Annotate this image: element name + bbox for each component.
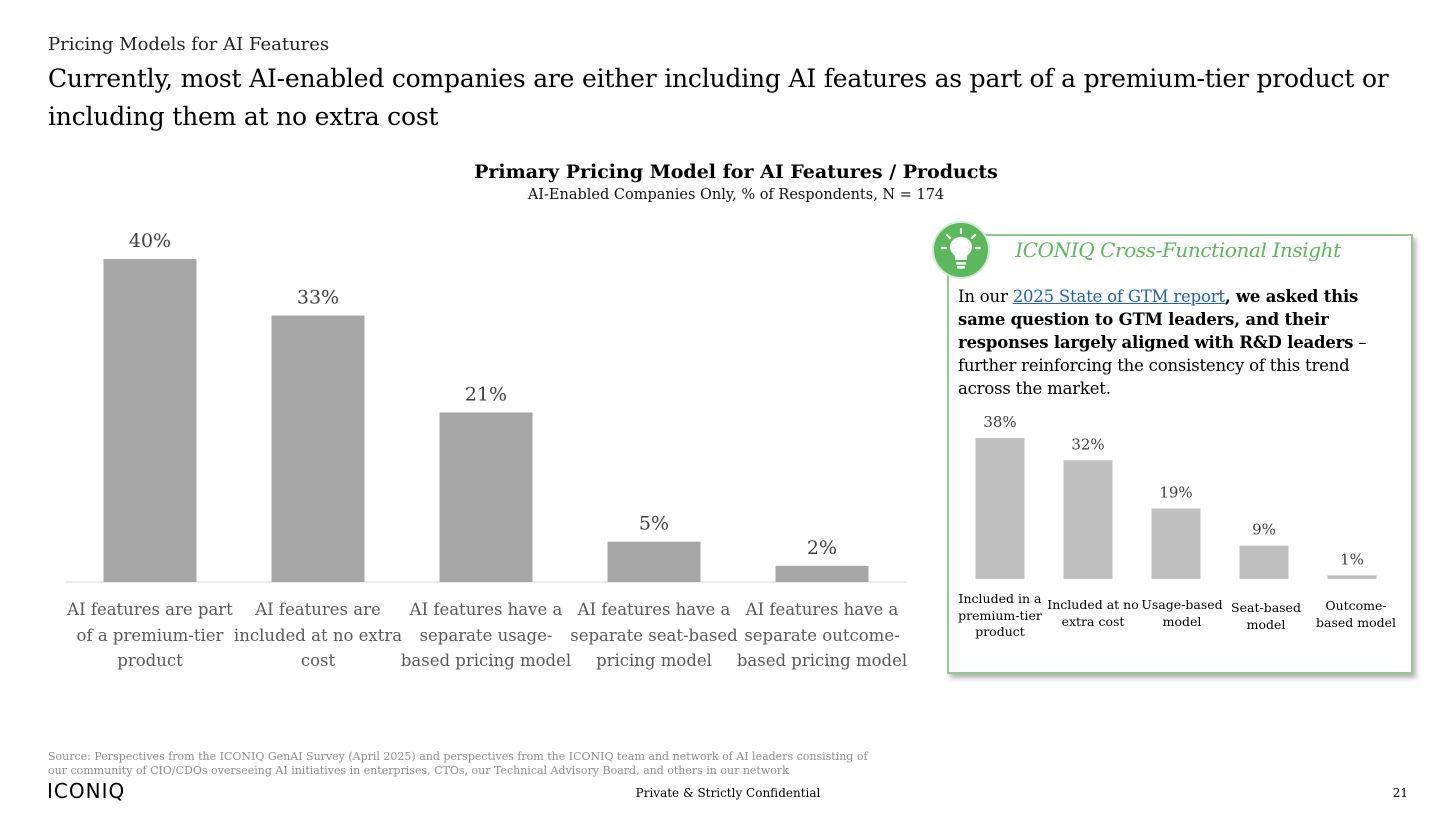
main-category-label: AI features are part of a premium-tier p… [67, 600, 233, 670]
insight-title: ICONIQ Cross-Functional Insight [1015, 238, 1341, 262]
page-number: 21 [1392, 786, 1408, 800]
main-category-label: AI features are included at no extra cos… [233, 600, 403, 670]
insight-box [947, 234, 1413, 674]
main-category-label: AI features have a separate outcome-base… [736, 600, 908, 670]
insight-text-prefix: In our [958, 287, 1013, 306]
bar [439, 412, 533, 582]
data-label: 1% [1340, 550, 1364, 568]
confidentiality-notice: Private & Strictly Confidential [635, 786, 821, 800]
insight-text-bold: , we asked this same question to GTM lea… [958, 287, 1359, 352]
source-footnote: Source: Perspectives from the ICONIQ Gen… [48, 750, 868, 777]
gtm-report-link[interactable]: 2025 State of GTM report [1012, 287, 1225, 306]
data-label: 21% [465, 383, 507, 405]
data-label: 40% [129, 230, 171, 252]
mini-category-label: Seat-based model [1231, 600, 1301, 632]
bar [1063, 460, 1113, 579]
main-category-label: AI features have a separate seat-based p… [570, 600, 738, 670]
data-label: 9% [1252, 521, 1276, 539]
insight-text: In our 2025 State of GTM report, we aske… [958, 285, 1403, 400]
mini-category-label: Usage-based model [1141, 597, 1223, 629]
chart-subtitle: AI-Enabled Companies Only, % of Responde… [527, 187, 945, 203]
bar [775, 565, 869, 582]
bar [1151, 508, 1201, 579]
data-label: 38% [983, 413, 1016, 431]
bar [271, 315, 365, 582]
iconiq-logo: ICONIQ [47, 779, 126, 803]
mini-category-label: Included at no extra cost [1047, 597, 1139, 629]
mini-category-label: Outcome-based model [1315, 598, 1397, 630]
data-label: 2% [807, 537, 837, 559]
mini-category-label: Included in a premium-tier product [958, 591, 1042, 639]
bar [1239, 545, 1289, 579]
lightbulb-icon [932, 221, 990, 279]
eyebrow-title: Pricing Models for AI Features [48, 34, 330, 55]
lightbulb-icon-graphic [940, 227, 982, 269]
chart-title: Primary Pricing Model for AI Features / … [474, 161, 998, 183]
bar [607, 541, 701, 582]
main-category-label: AI features have a separate usage-based … [400, 600, 572, 670]
data-label: 5% [639, 513, 669, 535]
bar [103, 259, 197, 582]
data-label: 33% [297, 287, 339, 309]
data-label: 32% [1071, 435, 1104, 453]
bar [1327, 575, 1377, 579]
insight-text-suffix: – further reinforcing the consistency of… [958, 333, 1367, 398]
bar [975, 438, 1025, 579]
data-label: 19% [1159, 484, 1192, 502]
page-headline: Currently, most AI-enabled companies are… [48, 64, 1389, 131]
